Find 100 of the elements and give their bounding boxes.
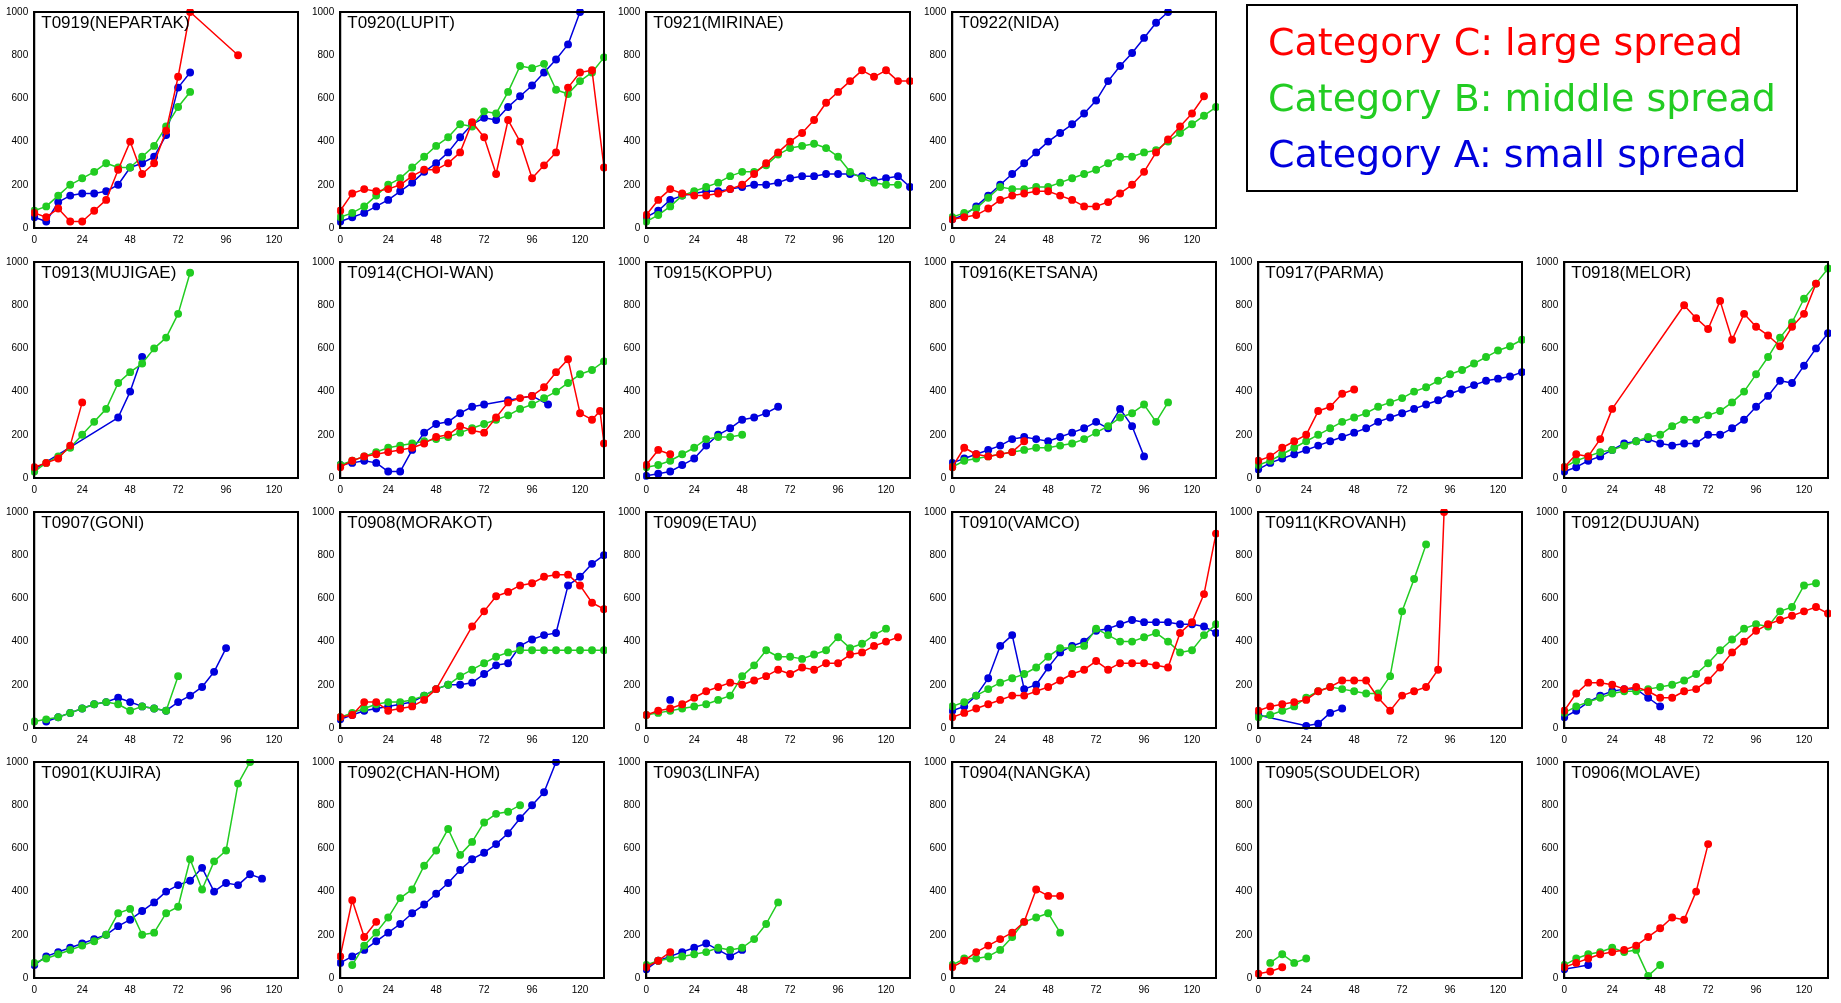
y-tick-label: 600 <box>929 592 947 604</box>
y-tick-label: 1000 <box>1230 755 1253 767</box>
y-tick-label: 200 <box>1541 928 1559 940</box>
y-tick-label: 0 <box>22 971 29 983</box>
x-tick-label: 120 <box>1183 733 1201 745</box>
x-tick-label: 72 <box>784 733 797 745</box>
y-tick-label: 400 <box>929 635 947 647</box>
y-tick-label: 800 <box>11 298 29 310</box>
x-tick-label: 24 <box>76 733 89 745</box>
x-tick-label: 24 <box>1300 483 1313 495</box>
x-tick-label: 96 <box>832 483 845 495</box>
x-tick-label: 72 <box>172 483 185 495</box>
x-tick-label: 48 <box>124 733 137 745</box>
y-tick-label: 600 <box>1235 342 1253 354</box>
x-tick-label: 48 <box>736 983 749 995</box>
x-tick-label: 24 <box>688 233 701 245</box>
x-tick-label: 120 <box>877 483 895 495</box>
y-tick-label: 200 <box>929 178 947 190</box>
y-tick-label: 600 <box>317 342 335 354</box>
y-tick-label: 1000 <box>924 5 947 17</box>
y-tick-label: 200 <box>317 678 335 690</box>
y-tick-label: 1000 <box>618 505 641 517</box>
x-tick-label: 96 <box>1138 983 1151 995</box>
y-tick-label: 800 <box>929 298 947 310</box>
x-tick-label: 120 <box>877 983 895 995</box>
x-tick-label: 72 <box>478 483 491 495</box>
x-tick-label: 0 <box>31 983 38 995</box>
x-tick-label: 24 <box>1606 733 1619 745</box>
y-tick-label: 400 <box>623 635 641 647</box>
y-tick-label: 200 <box>11 178 29 190</box>
x-tick-label: 96 <box>1750 733 1763 745</box>
x-tick-label: 72 <box>784 483 797 495</box>
x-tick-label: 72 <box>1396 483 1409 495</box>
y-tick-label: 800 <box>11 798 29 810</box>
y-tick-label: 0 <box>940 721 947 733</box>
x-tick-label: 0 <box>643 483 650 495</box>
y-tick-label: 600 <box>11 342 29 354</box>
y-tick-label: 400 <box>623 135 641 147</box>
x-tick-label: 120 <box>571 733 589 745</box>
x-tick-label: 72 <box>1396 983 1409 995</box>
y-tick-label: 600 <box>929 342 947 354</box>
x-tick-label: 72 <box>478 983 491 995</box>
x-tick-label: 24 <box>994 233 1007 245</box>
x-tick-label: 48 <box>124 483 137 495</box>
y-tick-label: 600 <box>1235 592 1253 604</box>
x-tick-label: 120 <box>1795 733 1813 745</box>
x-tick-label: 24 <box>994 983 1007 995</box>
y-tick-label: 0 <box>22 471 29 483</box>
x-tick-label: 0 <box>1561 733 1568 745</box>
y-tick-label: 800 <box>1235 298 1253 310</box>
x-tick-label: 96 <box>526 233 539 245</box>
y-tick-label: 400 <box>929 135 947 147</box>
x-tick-label: 120 <box>1795 483 1813 495</box>
x-tick-label: 48 <box>1042 983 1055 995</box>
x-tick-label: 0 <box>1255 483 1262 495</box>
y-tick-label: 0 <box>1246 971 1253 983</box>
y-tick-label: 800 <box>317 798 335 810</box>
y-tick-label: 600 <box>623 592 641 604</box>
x-tick-label: 72 <box>1090 733 1103 745</box>
x-tick-label: 24 <box>382 983 395 995</box>
y-tick-label: 200 <box>623 428 641 440</box>
x-tick-label: 72 <box>1090 233 1103 245</box>
y-tick-label: 800 <box>11 548 29 560</box>
y-tick-label: 800 <box>11 48 29 60</box>
x-tick-label: 72 <box>784 233 797 245</box>
x-tick-label: 96 <box>832 733 845 745</box>
x-tick-label: 72 <box>1702 483 1715 495</box>
y-tick-label: 200 <box>11 428 29 440</box>
chart-title: T0912(DUJUAN) <box>1571 513 1700 533</box>
y-tick-label: 400 <box>317 135 335 147</box>
x-tick-label: 24 <box>382 483 395 495</box>
y-tick-label: 200 <box>1235 928 1253 940</box>
y-tick-label: 0 <box>634 221 641 233</box>
chart-title: T0903(LINFA) <box>653 763 761 783</box>
y-tick-label: 200 <box>11 928 29 940</box>
y-tick-label: 0 <box>328 721 335 733</box>
y-tick-label: 400 <box>929 885 947 897</box>
y-tick-label: 1000 <box>1536 755 1559 767</box>
chart-title: T0909(ETAU) <box>653 513 757 533</box>
y-tick-label: 200 <box>317 428 335 440</box>
y-tick-label: 200 <box>1541 678 1559 690</box>
x-tick-label: 48 <box>430 483 443 495</box>
x-tick-label: 0 <box>949 233 956 245</box>
x-tick-label: 48 <box>430 983 443 995</box>
x-tick-label: 0 <box>337 483 344 495</box>
y-tick-label: 1000 <box>1536 505 1559 517</box>
x-tick-label: 48 <box>736 233 749 245</box>
series-label: Category C: large spread <box>1268 19 1744 66</box>
x-tick-label: 120 <box>1489 983 1507 995</box>
x-tick-label: 96 <box>832 233 845 245</box>
x-tick-label: 96 <box>220 733 233 745</box>
x-tick-label: 96 <box>1138 483 1151 495</box>
y-tick-label: 400 <box>317 385 335 397</box>
x-tick-label: 48 <box>1042 483 1055 495</box>
x-tick-label: 48 <box>1348 733 1361 745</box>
chart-title: T0906(MOLAVE) <box>1571 763 1701 783</box>
y-tick-label: 200 <box>1541 428 1559 440</box>
x-tick-label: 120 <box>877 733 895 745</box>
x-tick-label: 48 <box>430 733 443 745</box>
x-tick-label: 96 <box>526 483 539 495</box>
